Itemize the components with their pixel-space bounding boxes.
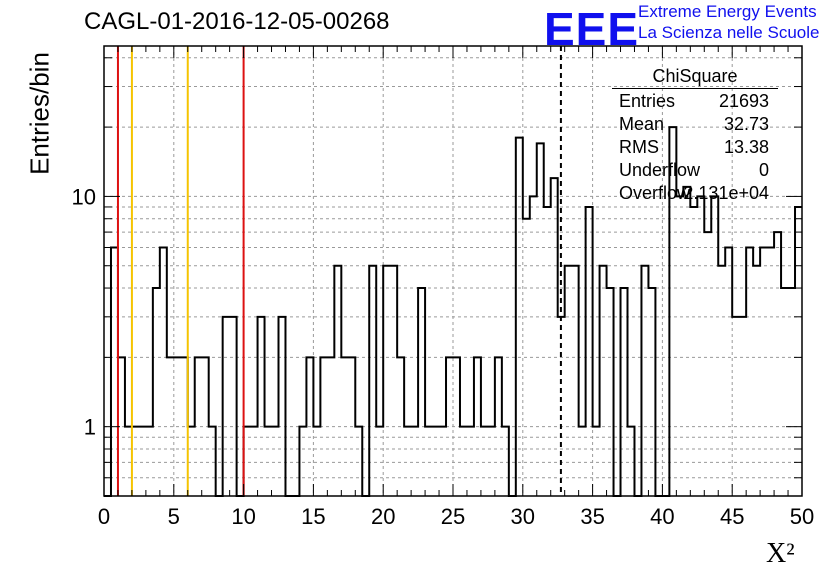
y-tick-label: 10: [72, 184, 96, 209]
y-tick-label: 1: [84, 415, 96, 440]
stats-value: 32.73: [723, 114, 769, 134]
x-tick-label: 20: [371, 504, 395, 529]
histogram-outline: [104, 126, 802, 497]
x-tick-label: 45: [720, 504, 744, 529]
stats-row: Underflow 0: [612, 158, 778, 181]
stats-value: 21693: [718, 91, 769, 111]
stats-row: Overflow 2.131e+04: [612, 181, 778, 204]
stats-title: ChiSquare: [612, 66, 778, 89]
stats-row: Entries 21693: [612, 89, 778, 112]
x-tick-label: 10: [231, 504, 255, 529]
stats-key: Entries: [619, 91, 676, 111]
stats-value: 2.131e+04: [683, 183, 769, 203]
x-tick-label: 30: [511, 504, 535, 529]
stats-box: ChiSquare Entries 21693 Mean 32.73 RMS 1…: [612, 66, 778, 204]
stats-key: Mean: [619, 114, 665, 134]
x-tick-label: 50: [790, 504, 814, 529]
x-tick-label: 35: [580, 504, 604, 529]
stats-key: Underflow: [619, 160, 701, 180]
chart-title: CAGL-01-2016-12-05-00268: [84, 8, 390, 35]
stats-value: 0: [758, 160, 769, 180]
logo-tagline-1: Extreme Energy Events: [638, 2, 817, 21]
eee-logo: EEE: [544, 3, 640, 55]
stats-row: RMS 13.38: [612, 135, 778, 158]
y-axis-label: Entries/bin: [24, 52, 55, 175]
x-axis-label: X²: [766, 538, 795, 569]
x-tick-label: 40: [650, 504, 674, 529]
stats-key: Overflow: [619, 183, 691, 203]
stats-value: 13.38: [723, 137, 769, 157]
x-tick-label: 5: [168, 504, 180, 529]
stats-row: Mean 32.73: [612, 112, 778, 135]
x-tick-label: 0: [98, 504, 110, 529]
logo-tagline-2: La Scienza nelle Scuole: [638, 23, 820, 42]
x-tick-label: 25: [441, 504, 465, 529]
stats-key: RMS: [619, 137, 659, 157]
x-tick-label: 15: [301, 504, 325, 529]
